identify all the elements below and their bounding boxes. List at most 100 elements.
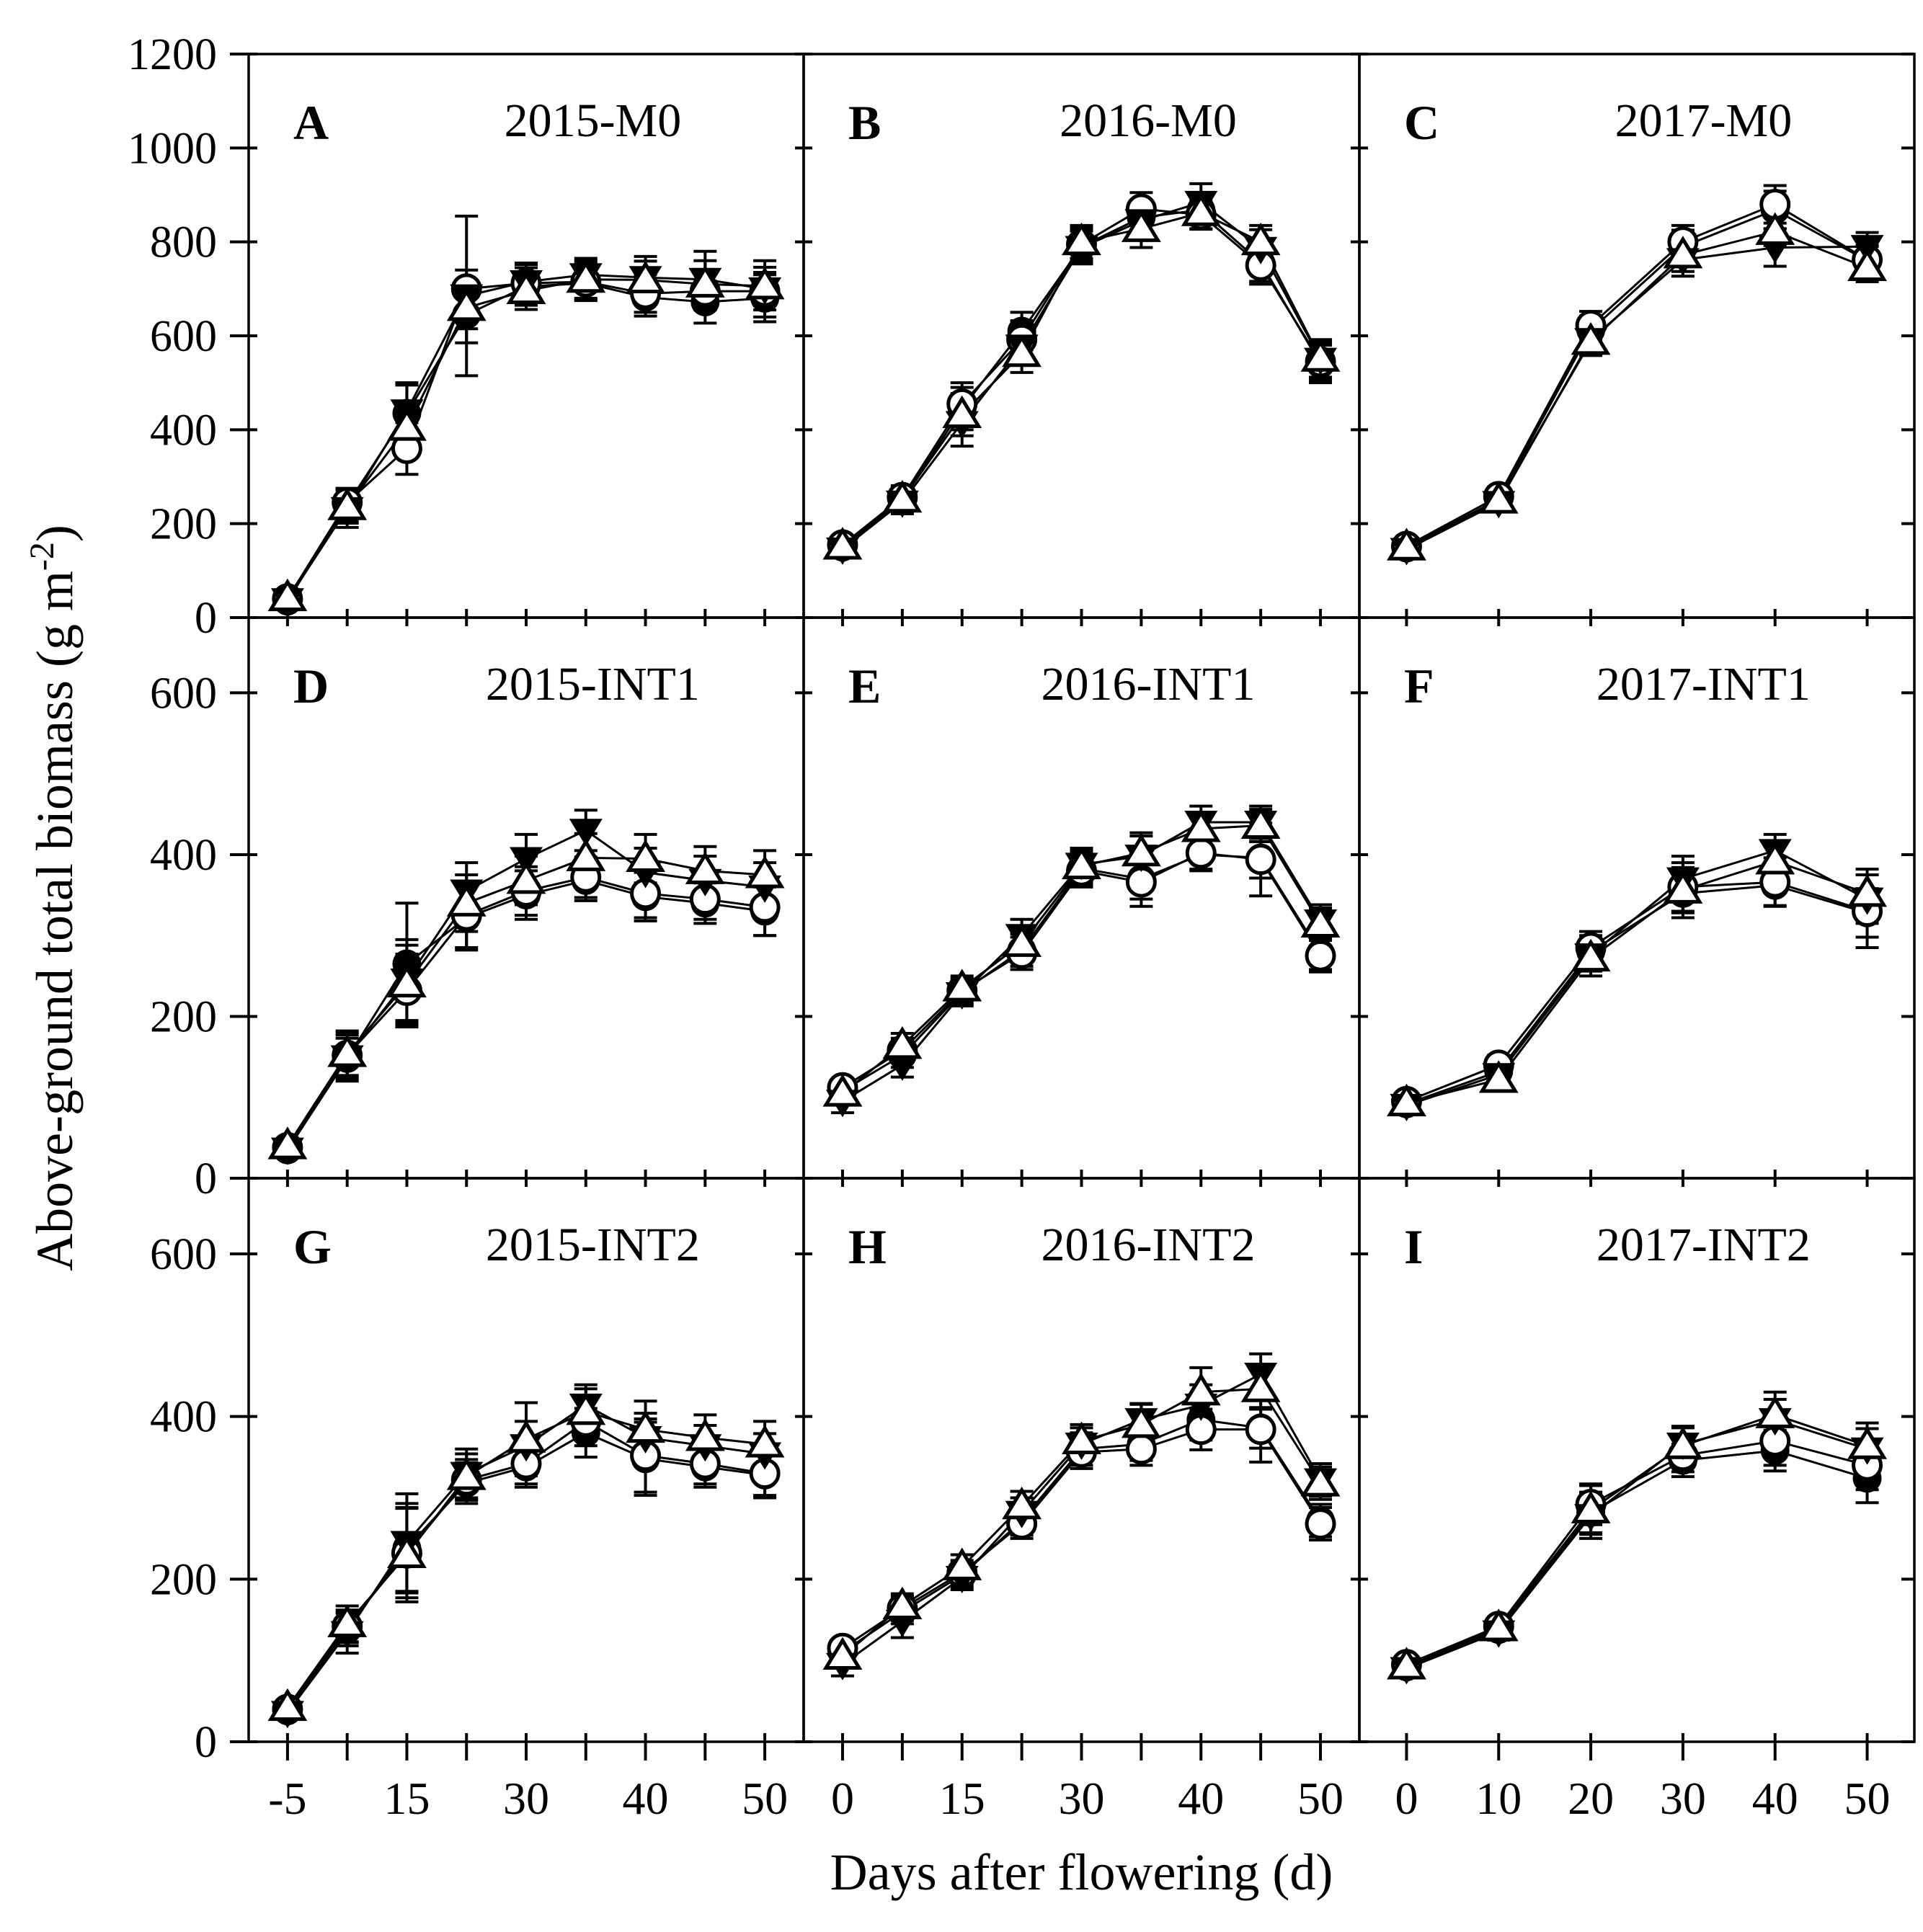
- open-triangle-up-marker: [822, 1637, 863, 1670]
- series-open-triangle-up: [1387, 842, 1887, 1117]
- open-triangle-up-marker: [506, 271, 546, 304]
- open-triangle-up-marker: [745, 267, 785, 300]
- open-circle-marker: [1245, 844, 1276, 876]
- open-triangle-up-marker: [267, 1688, 308, 1722]
- x-tick-label: 30: [503, 1773, 549, 1824]
- open-circle-marker: [1125, 866, 1157, 898]
- panel-G-letter: G: [293, 1219, 332, 1274]
- open-circle-marker: [1245, 1414, 1276, 1446]
- series-filled-triangle-down-line: [1405, 849, 1868, 1107]
- open-triangle-up-marker: [1300, 339, 1341, 372]
- open-triangle-up-marker: [1002, 334, 1042, 368]
- open-circle-marker: [1305, 1508, 1336, 1540]
- series-open-triangle-up: [822, 1369, 1341, 1670]
- panel-A-title: 2015-M0: [505, 94, 682, 147]
- y-tick-label: 600: [150, 1230, 217, 1279]
- panel-F-title: 2017-INT1: [1596, 658, 1811, 711]
- series-open-triangle-up-line: [1406, 860, 1868, 1105]
- open-triangle-up-marker: [942, 1547, 982, 1580]
- y-tick-label: 200: [150, 1555, 217, 1604]
- x-tick-label: 30: [1660, 1773, 1706, 1824]
- open-triangle-up-marker: [1300, 904, 1341, 938]
- open-triangle-up-marker: [882, 479, 923, 513]
- open-triangle-up-marker: [1387, 1647, 1426, 1680]
- open-triangle-up-marker: [1571, 938, 1611, 972]
- panel-C-title: 2017-M0: [1615, 94, 1793, 147]
- x-tick-label: 15: [383, 1773, 430, 1824]
- panel-F: F 2017-INT1: [1351, 616, 1916, 1187]
- open-circle-marker: [1305, 940, 1336, 971]
- open-triangle-up-marker: [1847, 248, 1887, 282]
- open-triangle-up-marker: [1387, 1083, 1426, 1117]
- open-triangle-up-marker: [685, 1418, 725, 1451]
- x-tick-label: 40: [1178, 1773, 1224, 1824]
- x-tick-label: 0: [831, 1773, 854, 1824]
- panel-B-title: 2016-M0: [1060, 94, 1237, 147]
- y-tick-label: 200: [150, 992, 217, 1041]
- open-triangle-up-marker: [745, 855, 785, 889]
- filled-triangle-down-marker: [510, 847, 543, 875]
- open-triangle-up-marker: [822, 1074, 863, 1107]
- x-tick-label: 30: [1059, 1773, 1105, 1824]
- x-tick-label: 50: [1297, 1773, 1344, 1824]
- panel-I: 0 10 20 30 40 50 I 2017-INT2: [1351, 1177, 1916, 1824]
- open-triangle-up-marker: [626, 839, 665, 873]
- open-triangle-up-marker: [1062, 846, 1101, 880]
- panel-E-letter: E: [848, 659, 881, 713]
- y-tick-label: 1000: [128, 124, 217, 173]
- open-triangle-up-marker: [387, 408, 427, 441]
- open-triangle-up-marker: [1240, 806, 1281, 840]
- panel-H: 0 15 30 40 50 H 2016-INT2: [795, 1177, 1361, 1824]
- series-filled-circle-line: [1405, 884, 1868, 1105]
- x-tick-label: 15: [939, 1773, 985, 1824]
- open-triangle-up-marker: [626, 260, 665, 293]
- open-triangle-up-marker: [1755, 212, 1795, 245]
- open-triangle-up-marker: [1755, 1395, 1795, 1428]
- open-triangle-up-marker: [626, 1410, 665, 1443]
- panel-B: B 2016-M0: [795, 53, 1361, 626]
- panel-D-title: 2015-INT1: [486, 658, 700, 711]
- open-triangle-up-marker: [1121, 1405, 1161, 1438]
- x-tick-label: 50: [742, 1773, 788, 1824]
- x-tick-label: -5: [268, 1773, 306, 1824]
- open-triangle-up-marker: [1240, 1369, 1281, 1402]
- open-triangle-up-marker: [327, 1034, 368, 1067]
- panel-F-letter: F: [1404, 659, 1434, 713]
- x-tick-label: 0: [1395, 1773, 1418, 1824]
- open-triangle-up-marker: [566, 838, 606, 871]
- panel-G: 0 200 400 600 -5 15 30 40 50 G 2015-INT2: [150, 1177, 805, 1824]
- open-triangle-up-marker: [327, 487, 368, 520]
- open-triangle-up-marker: [446, 883, 487, 917]
- panel-I-letter: I: [1404, 1219, 1423, 1274]
- y-tick-label: 400: [150, 831, 217, 880]
- open-triangle-up-marker: [387, 964, 427, 998]
- open-triangle-up-marker: [446, 1457, 487, 1490]
- open-circle-marker: [1185, 837, 1217, 869]
- series-open-triangle-up: [1387, 1395, 1887, 1680]
- series-open-triangle-up: [822, 193, 1341, 560]
- y-axis-title: Above-ground total biomass (g m-2): [23, 525, 84, 1271]
- series-open-triangle-up: [267, 1392, 785, 1722]
- open-triangle-up-marker: [1663, 236, 1703, 269]
- y-tick-label: 400: [150, 1393, 217, 1442]
- y-tick-label: 0: [195, 594, 217, 643]
- panel-H-title: 2016-INT2: [1042, 1219, 1256, 1271]
- panel-H-letter: H: [848, 1219, 887, 1274]
- series-open-triangle-up: [267, 838, 785, 1159]
- x-tick-label: 40: [623, 1773, 669, 1824]
- open-triangle-up-marker: [1847, 873, 1887, 907]
- open-triangle-up-marker: [267, 1126, 308, 1159]
- open-triangle-up-marker: [822, 527, 863, 560]
- y-tick-label: 400: [150, 406, 217, 455]
- open-triangle-up-marker: [685, 851, 725, 884]
- panel-B-letter: B: [848, 95, 881, 150]
- open-triangle-up-marker: [1121, 209, 1161, 242]
- open-triangle-up-marker: [1240, 222, 1281, 256]
- open-triangle-up-marker: [882, 1026, 923, 1059]
- filled-triangle-down-marker: [569, 819, 603, 847]
- open-triangle-up-marker: [387, 1535, 427, 1568]
- open-triangle-up-marker: [1847, 1426, 1887, 1459]
- panel-D-letter: D: [293, 659, 329, 713]
